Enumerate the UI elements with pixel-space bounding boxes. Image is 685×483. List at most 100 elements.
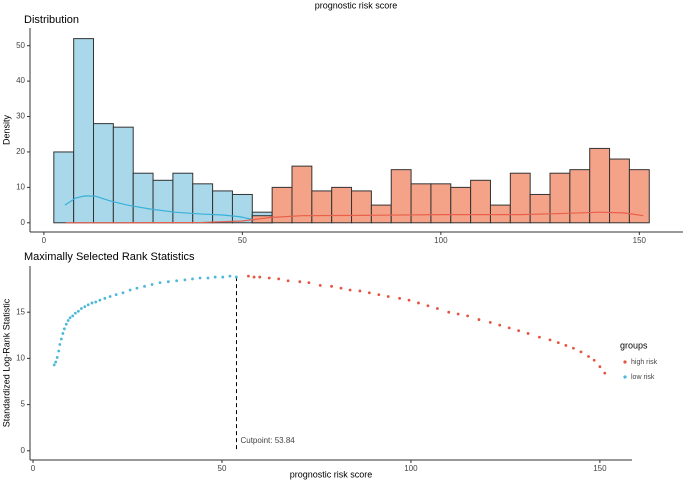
- y-tick-label: 15: [16, 307, 25, 316]
- x-tick-label: 100: [434, 236, 448, 245]
- histogram-bar: [569, 169, 591, 224]
- point: [166, 280, 170, 284]
- point: [135, 286, 139, 290]
- point: [286, 279, 290, 283]
- point: [603, 371, 607, 375]
- point: [447, 310, 451, 314]
- point: [73, 311, 77, 315]
- point: [298, 280, 302, 284]
- x-tick-label: 0: [42, 236, 47, 245]
- histogram-bar: [450, 186, 472, 224]
- point: [466, 314, 470, 318]
- point: [221, 275, 225, 279]
- histogram-bar: [529, 193, 551, 224]
- point: [103, 296, 107, 300]
- point: [358, 289, 362, 293]
- x-tick-label: 150: [633, 236, 647, 245]
- point: [538, 335, 541, 339]
- point: [417, 301, 420, 305]
- point: [277, 277, 281, 281]
- y-tick-label: 30: [16, 112, 25, 121]
- point: [55, 356, 59, 359]
- point: [435, 307, 439, 310]
- point: [61, 332, 65, 335]
- point: [592, 358, 596, 362]
- histogram-bar: [489, 204, 511, 224]
- legend-label: low risk: [631, 374, 655, 381]
- y-tick-label: 40: [16, 76, 25, 85]
- point: [58, 343, 62, 346]
- histogram-bar: [112, 126, 134, 224]
- point: [398, 296, 401, 300]
- point: [252, 275, 256, 279]
- panel-title: Distribution: [24, 14, 79, 26]
- legend-key: [623, 375, 627, 379]
- y-axis-label: Density: [1, 114, 11, 145]
- point: [57, 349, 61, 353]
- point: [64, 322, 68, 326]
- point: [108, 295, 112, 298]
- point: [98, 298, 102, 302]
- point: [507, 326, 511, 330]
- y-tick-label: 20: [16, 147, 25, 156]
- point: [426, 304, 430, 308]
- histogram-bar: [410, 183, 432, 224]
- histogram-bar: [192, 183, 214, 224]
- y-tick-label: 10: [16, 353, 25, 362]
- histogram-bar: [53, 151, 75, 224]
- histogram-bar: [132, 172, 154, 224]
- point: [307, 281, 311, 285]
- point: [86, 303, 90, 307]
- point: [564, 344, 568, 347]
- top-x-label: prognostic risk score: [315, 0, 398, 10]
- point: [498, 323, 502, 327]
- histogram-bar: [212, 190, 233, 224]
- point: [121, 291, 125, 295]
- x-tick-label: 50: [218, 464, 227, 473]
- y-tick-label: 5: [21, 400, 26, 409]
- point: [477, 318, 481, 321]
- point: [234, 275, 238, 279]
- point: [386, 295, 390, 298]
- point: [517, 329, 521, 333]
- panel-title: Maximally Selected Rank Statistics: [24, 251, 195, 263]
- point: [377, 293, 381, 297]
- histogram-bar: [172, 172, 194, 224]
- point: [213, 275, 217, 279]
- point: [526, 332, 530, 335]
- histogram-bar: [231, 193, 253, 224]
- y-tick-label: 10: [16, 182, 25, 191]
- legend-title: groups: [620, 340, 648, 350]
- point: [318, 284, 322, 287]
- y-axis-label: Standardized Log-Rank Statistic: [1, 298, 11, 427]
- point: [267, 276, 271, 280]
- histogram-bar: [291, 165, 313, 224]
- histogram-bar: [93, 123, 114, 224]
- point: [367, 291, 371, 295]
- histogram-bar: [430, 183, 452, 224]
- point: [198, 276, 202, 280]
- point: [407, 298, 411, 302]
- point: [206, 276, 210, 280]
- point: [94, 300, 98, 304]
- point: [143, 284, 146, 288]
- point: [52, 363, 56, 367]
- legend-label: high risk: [631, 359, 658, 366]
- point: [62, 327, 66, 331]
- point: [183, 278, 187, 282]
- histogram-bar: [628, 169, 650, 224]
- density-line: [64, 195, 255, 221]
- histogram-bar: [73, 38, 95, 224]
- point: [579, 350, 583, 354]
- point: [228, 274, 232, 278]
- histogram-bar: [370, 204, 392, 224]
- point: [191, 277, 194, 281]
- histogram-bar: [311, 190, 333, 224]
- annotation: Cutpoint: 53.84: [240, 436, 295, 445]
- y-tick-label: 0: [21, 218, 26, 227]
- point: [54, 360, 58, 364]
- histogram-bar: [331, 186, 353, 224]
- point: [258, 275, 262, 279]
- point: [587, 355, 590, 358]
